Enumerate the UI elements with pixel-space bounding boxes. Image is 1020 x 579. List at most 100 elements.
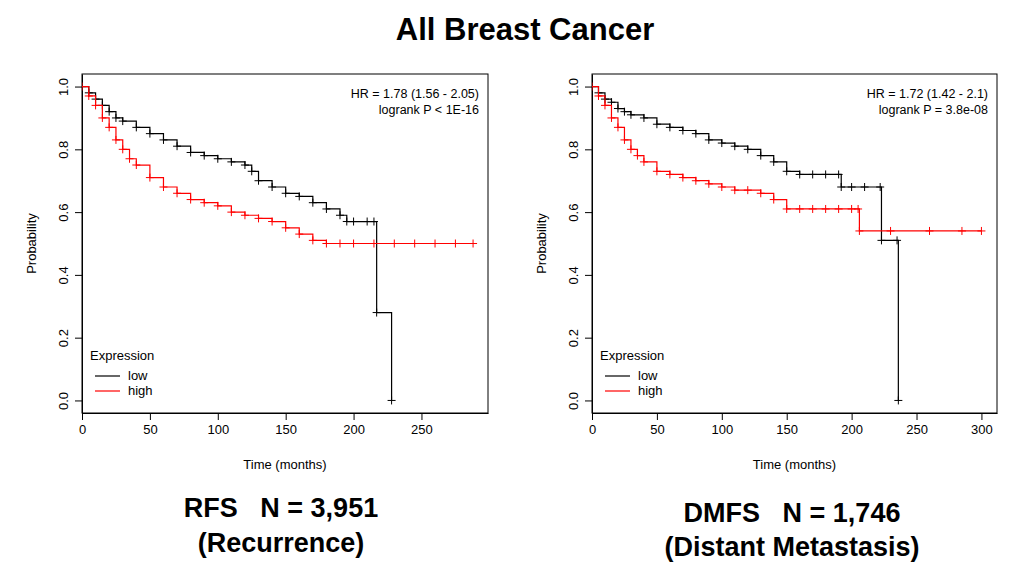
censor-mark [640,158,648,166]
censor-mark [926,227,934,235]
y-tick-mark [75,149,82,150]
censor-mark [268,183,276,191]
censor-mark [783,205,791,213]
censor-mark [977,227,985,235]
x-tick-mark [917,413,918,420]
series-layer [592,83,985,405]
censor-mark [958,227,966,235]
x-tick-label: 150 [275,422,297,437]
y-tick: 0.6 [56,204,82,222]
censor-mark [388,396,396,404]
x-tick: 100 [711,413,733,437]
y-tick-mark [585,212,592,213]
y-tick: 0.8 [56,141,82,159]
censor-mark [614,123,622,131]
annotation: logrank P < 1E-16 [379,103,479,117]
censor-mark [295,192,303,200]
censor-mark [835,205,843,213]
y-tick: 1.0 [566,78,592,96]
censor-mark [309,236,317,244]
censor-mark [119,117,127,125]
plot: 0501001502002500.00.20.40.60.81.0Time (m… [24,74,489,472]
y-tick-label: 0.2 [56,329,71,347]
legend-label: low [638,368,658,383]
x-axis: 050100150200250 [79,413,489,437]
y-tick: 0.8 [566,141,592,159]
x-tick-label: 200 [343,422,365,437]
y-tick-label: 0.0 [566,392,581,410]
y-axis-title: Probability [24,213,39,274]
censor-mark [607,114,615,122]
x-tick-label: 100 [711,422,733,437]
censor-mark [85,92,93,100]
censor-mark [887,227,895,235]
censor-mark [679,174,687,182]
censor-mark [877,236,885,244]
censor-mark [469,240,477,248]
legend-swatch [605,390,630,391]
x-tick-label: 50 [650,422,664,437]
x-axis: 050100150200250300 [589,413,998,437]
figure: All Breast Cancer0501001502002500.00.20.… [0,0,1020,579]
censor-mark [855,227,863,235]
x-tick-label: 200 [841,422,863,437]
x-tick-label: 250 [411,422,433,437]
x-tick-label: 300 [971,422,993,437]
censor-mark [894,396,902,404]
censor-mark [594,92,602,100]
censor-mark [705,136,713,144]
y-tick: 1.0 [56,78,82,96]
censor-mark [268,218,276,226]
y-tick: 0.4 [56,266,82,284]
censor-mark [876,183,884,191]
x-tick: 50 [650,413,664,437]
censor-mark [854,205,862,213]
censor-mark [718,183,726,191]
x-tick: 150 [275,413,297,437]
x-tick: 200 [841,413,863,437]
censor-mark [809,205,817,213]
censor-mark [241,211,249,219]
x-tick: 200 [343,413,365,437]
censor-mark [336,211,344,219]
censor-mark [350,240,358,248]
censor-mark [601,101,609,109]
panel-title: RFS N = 3,951 [184,493,378,523]
legend-swatch [95,390,120,391]
y-axis: 0.0 0.2 0.4 0.6 0.8 1.0 [56,75,83,414]
censor-mark [893,236,901,244]
censor-mark [200,199,208,207]
y-tick-label: 0.0 [56,392,71,410]
censor-mark [744,145,752,153]
y-tick-mark [585,87,592,88]
legend-swatch [605,375,630,376]
censor-mark [757,189,765,197]
censor-mark [809,170,817,178]
censor-mark [666,123,674,131]
y-tick-mark [585,275,592,276]
censor-mark [620,136,628,144]
censor-mark [336,240,344,248]
y-tick-mark [585,149,592,150]
x-tick: 0 [79,413,86,437]
censor-mark [214,155,222,163]
legend-swatch [95,375,120,376]
censor-mark [159,183,167,191]
censor-mark [98,114,106,122]
censor-mark [146,130,154,138]
censor-mark [731,142,739,150]
censor-mark [653,167,661,175]
y-axis-title: Probability [534,213,549,274]
censor-mark [692,177,700,185]
y-tick: 0.4 [566,266,592,284]
censor-mark [770,158,778,166]
censor-mark [282,224,290,232]
y-tick: 0.0 [56,392,82,410]
censor-mark [241,161,249,169]
y-tick-mark [585,338,592,339]
x-tick-mark [150,413,151,420]
y-tick-label: 0.4 [566,266,581,284]
censor-mark [322,240,330,248]
annotation: HR = 1.72 (1.42 - 2.1) [867,87,988,101]
x-tick: 150 [776,413,798,437]
